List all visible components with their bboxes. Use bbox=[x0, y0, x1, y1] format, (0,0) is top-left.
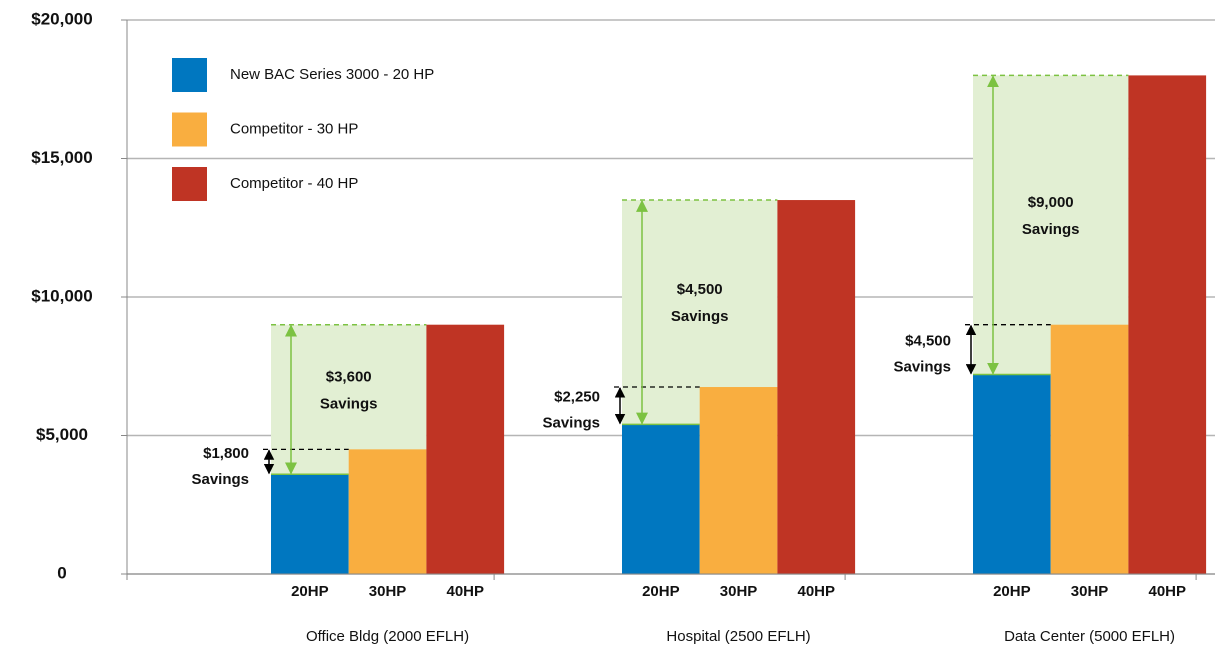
big-savings-amount: $9,000 bbox=[1028, 194, 1074, 211]
bar bbox=[271, 474, 349, 574]
bar bbox=[777, 200, 856, 575]
bar bbox=[622, 424, 700, 574]
bar-label: 20HP bbox=[993, 583, 1031, 600]
bar-label: 30HP bbox=[369, 583, 407, 600]
big-savings-amount: $3,600 bbox=[326, 368, 372, 385]
legend-label: Competitor - 30 HP bbox=[230, 120, 358, 137]
big-savings-amount: $4,500 bbox=[677, 281, 723, 298]
bar-label: 40HP bbox=[797, 583, 835, 600]
bar-label: 40HP bbox=[1148, 583, 1186, 600]
bar-label: 30HP bbox=[1071, 583, 1109, 600]
bar bbox=[1128, 75, 1207, 575]
bar bbox=[699, 387, 778, 574]
bar-label: 30HP bbox=[720, 583, 758, 600]
bar-label: 20HP bbox=[291, 583, 329, 600]
legend-label: New BAC Series 3000 - 20 HP bbox=[230, 66, 434, 83]
y-tick-label: $15,000 bbox=[31, 148, 92, 167]
bar bbox=[973, 374, 1051, 574]
legend-swatch bbox=[172, 58, 207, 92]
category-label: Office Bldg (2000 EFLH) bbox=[306, 628, 469, 645]
legend-label: Competitor - 40 HP bbox=[230, 175, 358, 192]
bar bbox=[348, 449, 427, 574]
small-savings-label: Savings bbox=[191, 471, 249, 488]
category-label: Data Center (5000 EFLH) bbox=[1004, 628, 1175, 645]
y-tick-label: $20,000 bbox=[31, 9, 92, 28]
small-savings-label: Savings bbox=[542, 415, 600, 432]
legend-swatch bbox=[172, 167, 207, 201]
small-savings-amount: $4,500 bbox=[905, 333, 951, 350]
small-savings-label: Savings bbox=[893, 359, 951, 376]
bar-label: 40HP bbox=[446, 583, 484, 600]
y-tick-label: $5,000 bbox=[36, 425, 88, 444]
small-savings-amount: $2,250 bbox=[554, 389, 600, 406]
bar bbox=[1050, 324, 1129, 574]
bar-label: 20HP bbox=[642, 583, 680, 600]
small-savings-amount: $1,800 bbox=[203, 445, 249, 462]
y-tick-label: 0 bbox=[57, 563, 66, 582]
big-savings-label: Savings bbox=[1022, 221, 1080, 238]
big-savings-label: Savings bbox=[671, 308, 729, 325]
big-savings-label: Savings bbox=[320, 395, 378, 412]
category-label: Hospital (2500 EFLH) bbox=[666, 628, 810, 645]
legend-swatch bbox=[172, 112, 207, 147]
y-tick-label: $10,000 bbox=[31, 286, 92, 305]
bar bbox=[426, 324, 505, 574]
